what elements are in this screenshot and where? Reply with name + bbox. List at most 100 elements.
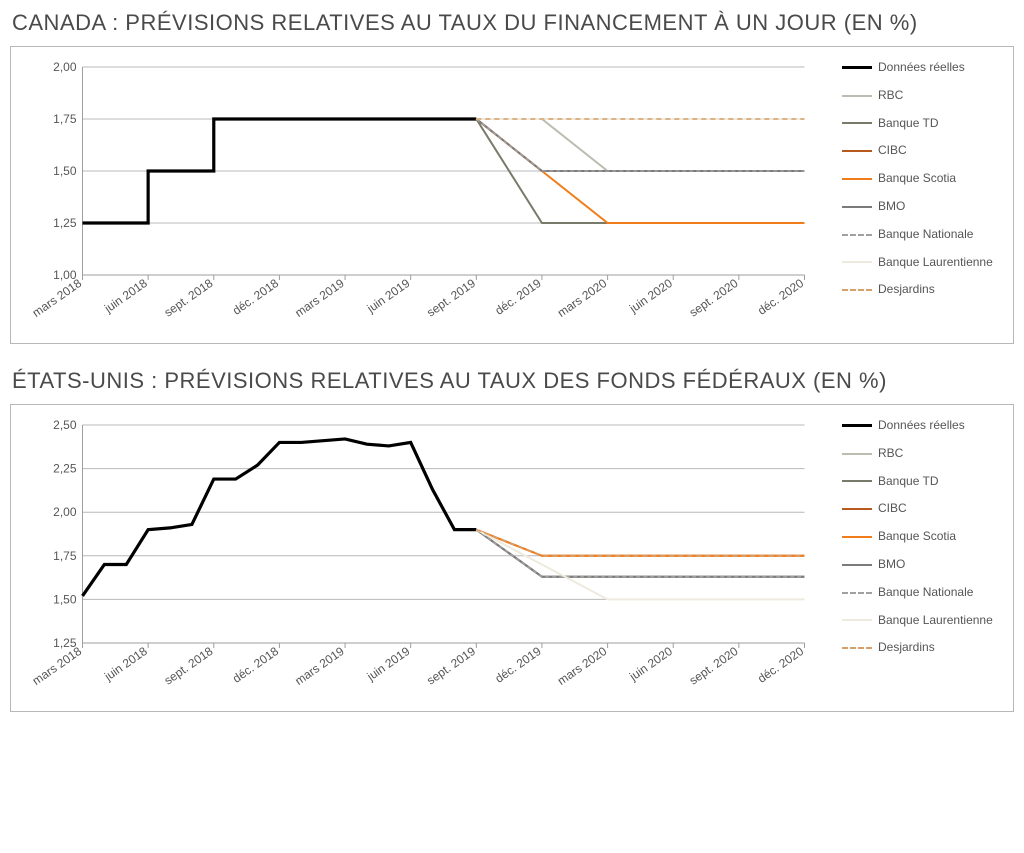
legend-item: Banque Nationale xyxy=(842,228,1003,242)
chart-frame: 1,251,501,752,002,252,50mars 2018juin 20… xyxy=(10,404,1014,712)
plot-svg: 1,001,251,501,752,00mars 2018juin 2018se… xyxy=(17,59,832,339)
legend: Données réelles RBC Banque TD CIBC Banque Sc… xyxy=(832,59,1007,339)
legend-label: Banque TD xyxy=(878,117,939,131)
x-tick-label: sept. 2019 xyxy=(424,276,478,320)
legend-swatch xyxy=(842,647,872,649)
legend-swatch xyxy=(842,66,872,69)
x-tick-label: juin 2019 xyxy=(364,276,413,316)
legend-swatch xyxy=(842,536,872,538)
legend-swatch xyxy=(842,424,872,427)
legend-swatch xyxy=(842,178,872,180)
plot-area: 1,001,251,501,752,00mars 2018juin 2018se… xyxy=(17,59,832,339)
x-tick-label: déc. 2019 xyxy=(492,276,543,318)
plot-area: 1,251,501,752,002,252,50mars 2018juin 20… xyxy=(17,417,832,707)
legend-label: Données réelles xyxy=(878,61,965,75)
x-tick-label: sept. 2020 xyxy=(687,276,741,320)
series-line xyxy=(476,119,804,171)
legend-item: BMO xyxy=(842,558,1003,572)
y-tick-label: 2,00 xyxy=(53,60,77,74)
x-tick-label: mars 2019 xyxy=(292,644,347,688)
chart-canada: CANADA : PRÉVISIONS RELATIVES AU TAUX DU… xyxy=(10,10,1014,344)
series-line xyxy=(476,119,804,171)
legend-swatch xyxy=(842,453,872,455)
legend-item: Banque Laurentienne xyxy=(842,614,1003,628)
series-line xyxy=(476,530,804,556)
legend-item: Desjardins xyxy=(842,283,1003,297)
x-tick-label: déc. 2018 xyxy=(230,276,281,318)
series-line xyxy=(476,530,804,556)
y-tick-label: 2,50 xyxy=(53,418,77,432)
x-tick-label: juin 2019 xyxy=(364,644,413,684)
legend-label: BMO xyxy=(878,200,905,214)
legend-swatch xyxy=(842,234,872,236)
x-tick-label: juin 2018 xyxy=(101,276,150,316)
legend-item: Desjardins xyxy=(842,641,1003,655)
legend-label: CIBC xyxy=(878,502,907,516)
x-tick-label: juin 2020 xyxy=(626,276,675,316)
x-tick-label: déc. 2020 xyxy=(755,276,806,318)
legend-swatch xyxy=(842,206,872,208)
x-tick-label: mars 2019 xyxy=(292,276,347,320)
y-tick-label: 2,25 xyxy=(53,462,77,476)
x-tick-label: mars 2020 xyxy=(555,644,610,688)
legend-item: Banque Scotia xyxy=(842,172,1003,186)
legend-item: Banque Laurentienne xyxy=(842,256,1003,270)
chart-frame: 1,001,251,501,752,00mars 2018juin 2018se… xyxy=(10,46,1014,344)
legend-item: CIBC xyxy=(842,144,1003,158)
series-line xyxy=(476,530,804,577)
legend-label: Banque Scotia xyxy=(878,172,956,186)
legend-label: Banque Laurentienne xyxy=(878,256,993,270)
legend-label: Banque TD xyxy=(878,475,939,489)
chart-us: ÉTATS-UNIS : PRÉVISIONS RELATIVES AU TAU… xyxy=(10,368,1014,712)
chart-title: CANADA : PRÉVISIONS RELATIVES AU TAUX DU… xyxy=(12,10,1014,36)
x-tick-label: mars 2020 xyxy=(555,276,610,320)
legend-label: RBC xyxy=(878,447,903,461)
chart-title: ÉTATS-UNIS : PRÉVISIONS RELATIVES AU TAU… xyxy=(12,368,1014,394)
legend-label: RBC xyxy=(878,89,903,103)
legend-item: CIBC xyxy=(842,502,1003,516)
x-tick-label: déc. 2019 xyxy=(492,644,543,686)
legend-item: Banque TD xyxy=(842,117,1003,131)
series-line xyxy=(83,439,477,596)
series-line xyxy=(476,530,804,577)
legend-label: Desjardins xyxy=(878,283,935,297)
y-tick-label: 1,75 xyxy=(53,549,77,563)
legend-swatch xyxy=(842,508,872,510)
x-tick-label: juin 2020 xyxy=(626,644,675,684)
legend-swatch xyxy=(842,564,872,566)
x-tick-label: mars 2018 xyxy=(30,644,85,688)
legend-item: Données réelles xyxy=(842,61,1003,75)
x-tick-label: juin 2018 xyxy=(101,644,150,684)
legend: Données réelles RBC Banque TD CIBC Banque Sc… xyxy=(832,417,1007,707)
y-tick-label: 1,50 xyxy=(53,164,77,178)
legend-item: RBC xyxy=(842,447,1003,461)
legend-label: Données réelles xyxy=(878,419,965,433)
legend-label: Banque Scotia xyxy=(878,530,956,544)
legend-item: BMO xyxy=(842,200,1003,214)
x-tick-label: sept. 2019 xyxy=(424,644,478,688)
legend-label: CIBC xyxy=(878,144,907,158)
y-tick-label: 1,25 xyxy=(53,216,77,230)
y-tick-label: 1,50 xyxy=(53,592,77,606)
legend-label: Banque Nationale xyxy=(878,586,973,600)
series-line xyxy=(476,119,804,171)
legend-item: Données réelles xyxy=(842,419,1003,433)
legend-swatch xyxy=(842,480,872,482)
legend-label: Banque Laurentienne xyxy=(878,614,993,628)
x-tick-label: sept. 2020 xyxy=(687,644,741,688)
x-tick-label: sept. 2018 xyxy=(162,644,216,688)
plot-svg: 1,251,501,752,002,252,50mars 2018juin 20… xyxy=(17,417,832,707)
x-tick-label: déc. 2018 xyxy=(230,644,281,686)
legend-item: Banque Nationale xyxy=(842,586,1003,600)
legend-swatch xyxy=(842,619,872,621)
legend-swatch xyxy=(842,289,872,291)
y-tick-label: 1,75 xyxy=(53,112,77,126)
legend-swatch xyxy=(842,592,872,594)
x-tick-label: déc. 2020 xyxy=(755,644,806,686)
x-tick-label: mars 2018 xyxy=(30,276,85,320)
series-line xyxy=(476,530,804,556)
series-line xyxy=(476,530,804,577)
legend-swatch xyxy=(842,95,872,97)
legend-swatch xyxy=(842,261,872,263)
y-tick-label: 2,00 xyxy=(53,505,77,519)
